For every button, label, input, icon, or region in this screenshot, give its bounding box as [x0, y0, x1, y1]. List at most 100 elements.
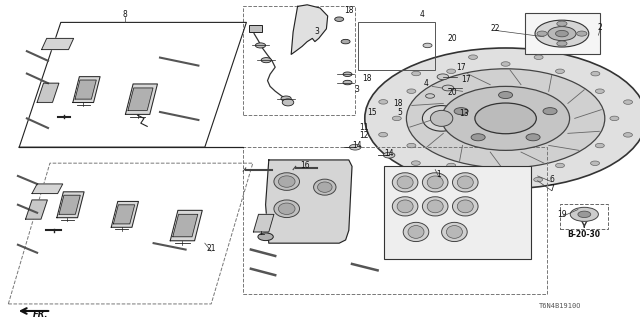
Text: 17: 17 [456, 63, 466, 72]
Ellipse shape [442, 222, 467, 242]
Text: B-20-30: B-20-30 [567, 230, 600, 239]
Circle shape [610, 116, 619, 121]
Polygon shape [170, 210, 202, 241]
Text: 18: 18 [394, 100, 403, 108]
Circle shape [343, 80, 352, 85]
Ellipse shape [314, 179, 336, 195]
Circle shape [341, 39, 350, 44]
Ellipse shape [392, 197, 418, 216]
Text: 21: 21 [207, 244, 216, 253]
Circle shape [577, 31, 587, 36]
Text: 1: 1 [436, 170, 441, 179]
Text: 4: 4 [423, 79, 428, 88]
Polygon shape [113, 205, 134, 224]
Text: 14: 14 [352, 141, 362, 150]
Polygon shape [111, 201, 138, 227]
Polygon shape [266, 160, 352, 243]
Ellipse shape [403, 222, 429, 242]
Ellipse shape [457, 176, 474, 189]
Ellipse shape [447, 226, 463, 238]
Circle shape [379, 132, 388, 137]
Text: 16: 16 [300, 161, 310, 170]
Circle shape [392, 116, 401, 121]
Ellipse shape [452, 173, 478, 192]
Text: 15: 15 [367, 108, 378, 117]
Bar [525, 13, 600, 54]
Ellipse shape [397, 176, 413, 189]
Ellipse shape [397, 200, 413, 213]
Polygon shape [128, 88, 153, 110]
Ellipse shape [282, 99, 294, 106]
Circle shape [623, 100, 632, 104]
Circle shape [578, 211, 591, 218]
Circle shape [437, 74, 449, 80]
Circle shape [442, 86, 570, 150]
Ellipse shape [278, 176, 295, 187]
FancyBboxPatch shape [249, 25, 262, 32]
Ellipse shape [408, 226, 424, 238]
Ellipse shape [274, 200, 300, 218]
Polygon shape [59, 195, 80, 214]
Ellipse shape [422, 106, 461, 131]
Polygon shape [291, 5, 328, 54]
Circle shape [412, 161, 420, 165]
Circle shape [447, 69, 456, 74]
Circle shape [454, 108, 468, 115]
Circle shape [557, 21, 567, 26]
Text: 11: 11 [359, 123, 368, 132]
Circle shape [468, 177, 477, 182]
Circle shape [423, 43, 432, 48]
Circle shape [261, 58, 271, 63]
Circle shape [570, 207, 598, 221]
Circle shape [535, 20, 589, 47]
Circle shape [548, 27, 576, 41]
Polygon shape [75, 80, 96, 99]
Circle shape [255, 43, 266, 48]
Circle shape [349, 144, 361, 150]
Circle shape [534, 55, 543, 60]
Circle shape [281, 96, 291, 101]
Circle shape [447, 163, 456, 168]
Ellipse shape [430, 110, 453, 126]
Circle shape [595, 143, 604, 148]
Circle shape [335, 17, 344, 21]
Circle shape [591, 161, 600, 165]
Text: 3: 3 [355, 85, 360, 94]
Text: 7: 7 [549, 184, 554, 193]
Ellipse shape [428, 200, 444, 213]
Polygon shape [42, 38, 74, 50]
Circle shape [412, 71, 420, 76]
Circle shape [365, 48, 640, 189]
Circle shape [426, 94, 435, 98]
Circle shape [258, 233, 273, 241]
Circle shape [557, 41, 567, 46]
Circle shape [471, 134, 485, 141]
Circle shape [343, 72, 352, 76]
Text: T6N4B1910O: T6N4B1910O [539, 303, 581, 309]
Polygon shape [125, 84, 157, 114]
Text: 4: 4 [420, 10, 425, 19]
Text: 20: 20 [447, 88, 457, 97]
Circle shape [556, 69, 564, 74]
Text: 12: 12 [359, 131, 368, 140]
Text: 14: 14 [384, 149, 394, 158]
Ellipse shape [392, 173, 418, 192]
Ellipse shape [317, 182, 332, 192]
Circle shape [499, 92, 513, 99]
Ellipse shape [422, 197, 448, 216]
Ellipse shape [274, 173, 300, 190]
Circle shape [595, 89, 604, 93]
Ellipse shape [457, 200, 474, 213]
Ellipse shape [278, 203, 295, 214]
Text: 18: 18 [344, 6, 353, 15]
Text: 18: 18 [362, 74, 371, 83]
Polygon shape [32, 184, 63, 194]
Bar [384, 166, 531, 259]
Text: 5: 5 [397, 108, 402, 117]
Circle shape [406, 69, 605, 168]
Circle shape [407, 89, 416, 93]
Circle shape [442, 85, 454, 91]
Bar [243, 6, 355, 115]
Circle shape [591, 71, 600, 76]
Ellipse shape [452, 197, 478, 216]
